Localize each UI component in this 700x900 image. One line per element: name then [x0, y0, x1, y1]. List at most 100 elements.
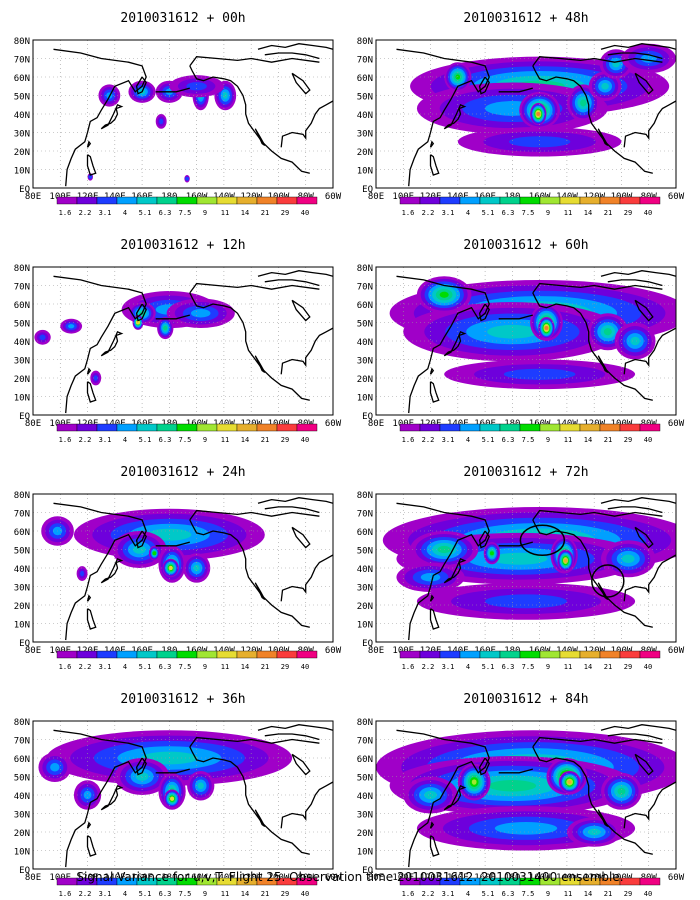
- field-contour: [133, 545, 146, 554]
- field-contour: [601, 82, 609, 90]
- y-tick-label: 30N: [14, 811, 30, 821]
- colorbar-label: 21: [604, 209, 612, 217]
- colorbar-label: 11: [564, 436, 572, 444]
- panel-title: 2010031612 + 60h: [463, 238, 588, 253]
- field-contour: [621, 554, 635, 564]
- colorbar-label: 11: [221, 663, 229, 671]
- colorbar-swatch: [296, 650, 318, 659]
- y-tick-label: 30N: [14, 584, 30, 594]
- colorbar-swatch: [479, 650, 501, 659]
- colorbar-label: 40: [644, 663, 652, 671]
- x-tick-label: 80E: [368, 419, 384, 429]
- colorbar-swatch: [399, 196, 421, 205]
- field-contour: [424, 790, 437, 800]
- coastline: [396, 275, 490, 414]
- coastline: [135, 530, 147, 549]
- colorbar-swatch: [499, 423, 521, 432]
- coastline: [291, 526, 311, 549]
- panel-title: 2010031612 + 24h: [120, 465, 245, 480]
- colorbar-swatch: [559, 196, 581, 205]
- y-tick-label: EQ: [19, 639, 30, 649]
- colorbar-swatch: [216, 196, 238, 205]
- coastline: [478, 530, 490, 549]
- grid-lines: [33, 267, 333, 415]
- colorbar-label: 3.1: [442, 890, 455, 898]
- colorbar-swatch: [116, 650, 138, 659]
- coastlines: [53, 270, 333, 414]
- colorbar-swatch: [499, 650, 521, 659]
- field-contour: [471, 779, 477, 785]
- coastline: [607, 52, 663, 60]
- y-tick-label: 50N: [357, 320, 373, 330]
- coastlines: [396, 270, 676, 414]
- colorbar-label: 11: [221, 436, 229, 444]
- field-contour: [39, 334, 46, 341]
- colorbar-label: 2.2: [422, 890, 435, 898]
- colorbar-label: 1.6: [59, 436, 72, 444]
- coastline: [443, 103, 467, 130]
- y-tick-label: 50N: [357, 774, 373, 784]
- coastline: [155, 541, 190, 547]
- colorbar-swatch: [116, 423, 138, 432]
- coastline: [478, 76, 490, 95]
- x-tick-label: 60W: [668, 192, 685, 202]
- field-contour: [563, 558, 568, 563]
- field-contour: [159, 118, 164, 125]
- colorbar-label: 14: [241, 209, 249, 217]
- colorbar-label: 2.2: [422, 436, 435, 444]
- coastline: [53, 729, 147, 868]
- coastline: [600, 724, 676, 731]
- colorbar-label: 3.1: [99, 890, 112, 898]
- y-tick-label: EQ: [19, 185, 30, 195]
- plot-frame: [375, 720, 677, 870]
- field-contour: [485, 594, 567, 609]
- field-contour: [197, 782, 204, 790]
- y-tick-label: 10N: [357, 848, 373, 858]
- y-tick-label: 20N: [14, 829, 30, 839]
- colorbar-label: 29: [624, 890, 632, 898]
- colorbar-label: 6.3: [159, 663, 172, 671]
- colorbar-label: 5.1: [139, 436, 152, 444]
- colorbar-label: 1.6: [59, 209, 72, 217]
- y-tick-label: 70N: [14, 56, 30, 66]
- coastline: [597, 128, 609, 146]
- colorbar-swatch: [96, 423, 118, 432]
- colorbar-swatch: [196, 196, 218, 205]
- field-contour: [83, 790, 92, 800]
- colorbar-label: 3.1: [99, 209, 112, 217]
- colorbar-swatch: [176, 423, 198, 432]
- colorbar-label: 21: [261, 890, 269, 898]
- colorbar-label: 14: [241, 663, 249, 671]
- y-tick-label: 60N: [14, 301, 30, 311]
- colorbar-label: 4: [123, 436, 127, 444]
- colorbar-swatch: [519, 650, 541, 659]
- y-tick-label: 60N: [357, 528, 373, 538]
- y-tick-label: 70N: [357, 737, 373, 747]
- colorbar-label: 29: [281, 209, 289, 217]
- coastline: [597, 809, 609, 828]
- y-tick-label: EQ: [362, 866, 373, 876]
- colorbar-label: 29: [281, 663, 289, 671]
- colorbar-swatch: [236, 650, 258, 659]
- y-tick-label: 20N: [14, 148, 30, 158]
- y-tick-label: 60N: [357, 74, 373, 84]
- colorbar-label: 2.2: [79, 890, 92, 898]
- colorbar-label: 5.1: [139, 209, 152, 217]
- colorbar-swatch: [559, 423, 581, 432]
- colorbar-label: 4: [123, 209, 127, 217]
- coastline: [498, 87, 533, 93]
- colorbar-label: 4: [123, 663, 127, 671]
- coastline: [280, 554, 333, 602]
- colorbar-swatch: [419, 196, 441, 205]
- colorbar-label: 6.3: [159, 436, 172, 444]
- coastline: [135, 757, 147, 776]
- coastline: [264, 733, 320, 741]
- colorbar-swatch: [76, 196, 98, 205]
- y-tick-label: EQ: [362, 412, 373, 422]
- colorbar-swatch: [76, 423, 98, 432]
- coastline: [254, 128, 266, 146]
- y-tick-label: EQ: [362, 185, 373, 195]
- coastline: [443, 330, 467, 357]
- field-contour: [508, 136, 571, 148]
- colorbar-swatch: [579, 423, 601, 432]
